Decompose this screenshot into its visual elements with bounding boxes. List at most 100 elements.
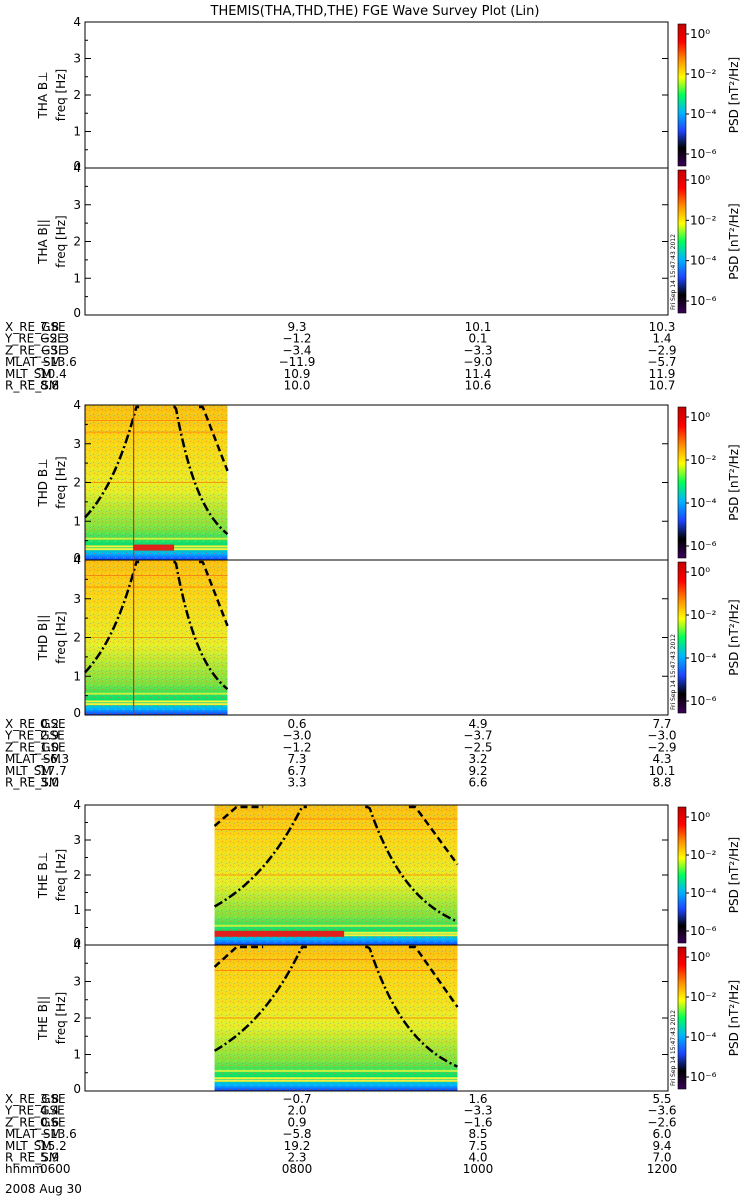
- spectrogram-data: [213, 945, 459, 1091]
- colorbar-tick-label: 10⁻²: [690, 990, 717, 1004]
- ephemeris-row-label: Y_RE_GSE: [4, 332, 65, 346]
- ephemeris-value: 5.5: [652, 1092, 671, 1106]
- harmonic-band-line: [214, 970, 458, 972]
- panel-tha-bpar: 0 1 2 3 4 THA B|| freq [Hz] 10⁰ 10⁻² 10⁻⁴ 10⁻⁶ PSD …: [36, 161, 741, 320]
- colorbar-tick-label: 10⁻⁶: [690, 147, 717, 161]
- colorbar-tick-label: 10⁰: [690, 810, 710, 824]
- ephemeris-value: 8.8: [40, 379, 59, 393]
- harmonic-band-line: [214, 874, 458, 876]
- y-tick-label: 3: [73, 198, 81, 212]
- ephemeris-row-label: R_RE_SM: [5, 379, 59, 393]
- strong-emission-band: [214, 930, 345, 937]
- colorbar: [677, 946, 687, 1090]
- ephemeris-value: 0600: [40, 1162, 71, 1176]
- panel-probe-label: THD B⊥: [36, 458, 50, 507]
- cyclotron-curve-upper-right: [408, 805, 459, 866]
- ephemeris-value: 11.9: [649, 367, 676, 381]
- ephemeris-value: 9.3: [287, 320, 306, 334]
- ephemeris-row-label: MLAT_SM: [5, 752, 61, 766]
- colorbar-tick-label: 10⁻²: [690, 608, 717, 622]
- colorbar-tick-label: 10⁻⁴: [690, 107, 717, 121]
- ephemeris-value: 0.1: [468, 332, 487, 346]
- ephemeris-value: −3.7: [463, 729, 492, 743]
- ephemeris-value: 5.9: [40, 1151, 59, 1165]
- harmonic-band-line: [214, 829, 458, 830]
- colorbar-tick-label: 10⁻⁴: [690, 254, 717, 268]
- spectrogram-panels: 0 1 2 3 4 THA B⊥ freq [Hz] 10⁰ 10⁻² 10⁻⁴ 10⁻⁶ PSD […: [36, 15, 741, 1096]
- colorbar-label: PSD [nT²/Hz]: [727, 444, 741, 520]
- ephemeris-row-label: MLT_SM: [5, 1139, 52, 1153]
- ephemeris-row-label: MLAT_SM: [5, 355, 61, 369]
- cyclotron-curve-rising: [213, 945, 307, 1052]
- timestamp-stamp: Fri Sep 14 15:47:43 2012: [670, 1010, 677, 1086]
- spectrogram-data: [84, 405, 229, 560]
- harmonic-band-line: [85, 575, 228, 576]
- colorbar-tick-label: 10⁻²: [690, 848, 717, 862]
- ephemeris-value: −2.5: [463, 740, 492, 754]
- harmonic-band-line: [214, 818, 458, 820]
- colorbar: [677, 406, 687, 559]
- y-tick-label: 3: [73, 437, 81, 451]
- harmonic-band-line: [85, 431, 228, 433]
- ephemeris-value: −13.6: [40, 355, 77, 369]
- panel-axis-label: freq [Hz]: [54, 992, 68, 1044]
- ephemeris-value: −3.4: [282, 343, 311, 357]
- y-tick-label: 2: [73, 235, 81, 249]
- colorbar-tick-label: 10⁻²: [690, 213, 717, 227]
- cyclotron-curve-upper-right: [199, 405, 229, 472]
- ephemeris-value: 19.2: [284, 1139, 311, 1153]
- ephemeris-value: 2.9: [40, 729, 59, 743]
- y-tick-label: 0: [73, 936, 81, 950]
- ephemeris-value: 10.9: [284, 367, 311, 381]
- panel-probe-label: THE B⊥: [36, 852, 50, 899]
- cyclotron-curve-falling: [365, 945, 458, 1068]
- panel-the-bperp: 0 1 2 3 4 THE B⊥ freq [Hz] 10⁰ 10⁻² 10⁻⁴ 10⁻⁶ PSD […: [36, 798, 741, 950]
- ephemeris-value: 1.6: [468, 1092, 487, 1106]
- colorbar-tick-label: 10⁻⁴: [690, 496, 717, 510]
- ephemeris-value: 10.1: [649, 764, 676, 778]
- ephemeris-value: 10.0: [284, 379, 311, 393]
- ephemeris-value: 1.4: [652, 332, 671, 346]
- panel-probe-label: THA B⊥: [36, 71, 50, 119]
- panel-axis-label: freq [Hz]: [54, 215, 68, 267]
- ephemeris-value: 8.8: [652, 776, 671, 790]
- ephemeris-row-label: Z_RE_GSE: [5, 1115, 66, 1129]
- ephemeris-value: 6.0: [652, 1127, 671, 1141]
- ephemeris-value: 0.9: [287, 1115, 306, 1129]
- y-tick-label: 0: [73, 1082, 81, 1096]
- cyclotron-curve-falling: [173, 405, 229, 536]
- colorbar: [677, 806, 687, 944]
- y-tick-label: 3: [73, 52, 81, 66]
- ephemeris-row-label: Y_RE_GSE: [4, 1104, 65, 1118]
- y-tick-label: 0: [73, 159, 81, 173]
- harmonic-band-line: [85, 586, 228, 588]
- ephemeris-value: 10.1: [465, 320, 492, 334]
- ephemeris-value: −6.3: [40, 752, 69, 766]
- colorbar-tick-label: 10⁰: [690, 173, 710, 187]
- ephemeris-value: −2.3: [40, 332, 69, 346]
- ephemeris-value: 7.3: [287, 752, 306, 766]
- colorbar-label: PSD [nT²/Hz]: [727, 599, 741, 675]
- ephemeris-value: −2.6: [647, 1115, 676, 1129]
- ephemeris-row-label: R_RE_SM: [5, 776, 59, 790]
- ephemeris-value: −0.7: [282, 1092, 311, 1106]
- ephemeris-value: 10.4: [40, 367, 67, 381]
- ephemeris-value: 11.4: [465, 367, 492, 381]
- y-tick-label: 0: [73, 706, 81, 720]
- ephemeris-value: 0.6: [40, 1115, 59, 1129]
- ephemeris-row-label: X_RE_GSE: [5, 1092, 66, 1106]
- ephemeris-value: 1200: [647, 1162, 678, 1176]
- ephemeris-value: 17.7: [40, 764, 67, 778]
- ephemeris-value: 3.0: [40, 776, 59, 790]
- colorbar-tick-label: 10⁰: [690, 565, 710, 579]
- colorbar-tick-label: 10⁻⁴: [690, 651, 717, 665]
- ephemeris-row-label: Z_RE_GSE: [5, 740, 66, 754]
- colorbar-tick-label: 10⁻⁶: [690, 924, 717, 938]
- ephemeris-value: 3.8: [40, 1092, 59, 1106]
- colorbar-tick-label: 10⁰: [690, 950, 710, 964]
- panel-tha-bperp: 0 1 2 3 4 THA B⊥ freq [Hz] 10⁰ 10⁻² 10⁻⁴ 10⁻⁶ PSD […: [36, 15, 741, 173]
- ephemeris-value: −2.9: [647, 740, 676, 754]
- ephemeris-value: −1.2: [282, 332, 311, 346]
- y-tick-label: 0: [73, 306, 81, 320]
